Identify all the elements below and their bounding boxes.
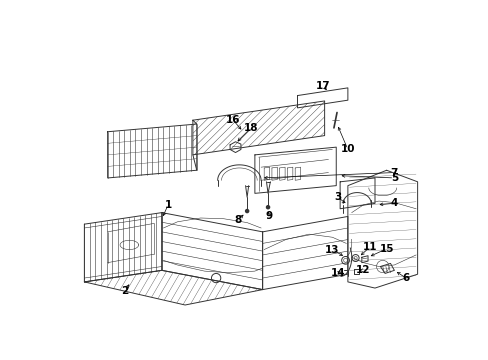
Text: 8: 8 <box>234 215 241 225</box>
Text: 14: 14 <box>330 267 345 278</box>
Text: 6: 6 <box>402 273 409 283</box>
Text: 2: 2 <box>121 286 128 296</box>
Text: 3: 3 <box>333 192 341 202</box>
Text: 7: 7 <box>390 167 397 177</box>
Text: 15: 15 <box>379 244 393 254</box>
Text: 13: 13 <box>325 244 339 255</box>
Text: 9: 9 <box>264 211 272 221</box>
Text: 4: 4 <box>390 198 397 208</box>
Text: 17: 17 <box>315 81 330 91</box>
Text: 12: 12 <box>355 265 370 275</box>
Text: 11: 11 <box>362 242 376 252</box>
Text: 1: 1 <box>164 200 171 210</box>
Text: 5: 5 <box>390 173 397 183</box>
Text: 16: 16 <box>225 115 240 125</box>
Text: 18: 18 <box>243 123 258 133</box>
Circle shape <box>266 206 269 209</box>
Text: 10: 10 <box>340 144 354 154</box>
Circle shape <box>245 210 248 213</box>
